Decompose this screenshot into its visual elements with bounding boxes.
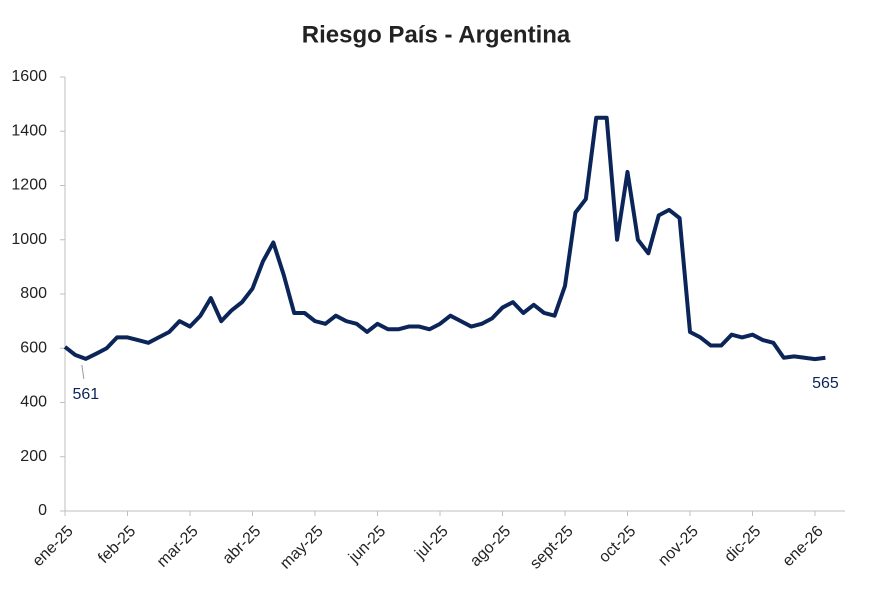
leader-line <box>81 364 85 379</box>
x-tick-label: oct-25 <box>596 523 640 567</box>
y-tick-label: 1000 <box>11 231 47 248</box>
x-tick-label: may-25 <box>277 523 327 573</box>
x-tick-label: feb-25 <box>95 523 139 567</box>
y-tick-label: 1600 <box>11 68 47 85</box>
y-tick-label: 400 <box>20 394 47 411</box>
x-tick-label: sept-25 <box>527 523 577 573</box>
x-tick-label: ene-25 <box>30 523 77 570</box>
chart-title: Riesgo País - Argentina <box>302 21 571 48</box>
x-tick-label: mar-25 <box>154 523 202 571</box>
data-label: 561 <box>72 386 99 403</box>
y-tick-label: 0 <box>38 502 47 519</box>
y-tick-label: 1400 <box>11 122 47 139</box>
y-tick-label: 1200 <box>11 177 47 194</box>
x-tick-label: dic-25 <box>721 523 764 566</box>
x-tick-label: ago-25 <box>467 523 514 570</box>
x-tick-label: jul-25 <box>411 523 451 563</box>
y-tick-label: 600 <box>20 339 47 356</box>
line-series <box>63 115 826 362</box>
x-tick-label: nov-25 <box>655 523 702 570</box>
x-tick-label: jun-25 <box>345 523 389 567</box>
data-label: 565 <box>812 375 839 392</box>
x-tick-label: ene-26 <box>780 523 827 570</box>
y-tick-label: 800 <box>20 285 47 302</box>
y-tick-label: 200 <box>20 448 47 465</box>
x-tick-label: abr-25 <box>220 523 265 568</box>
